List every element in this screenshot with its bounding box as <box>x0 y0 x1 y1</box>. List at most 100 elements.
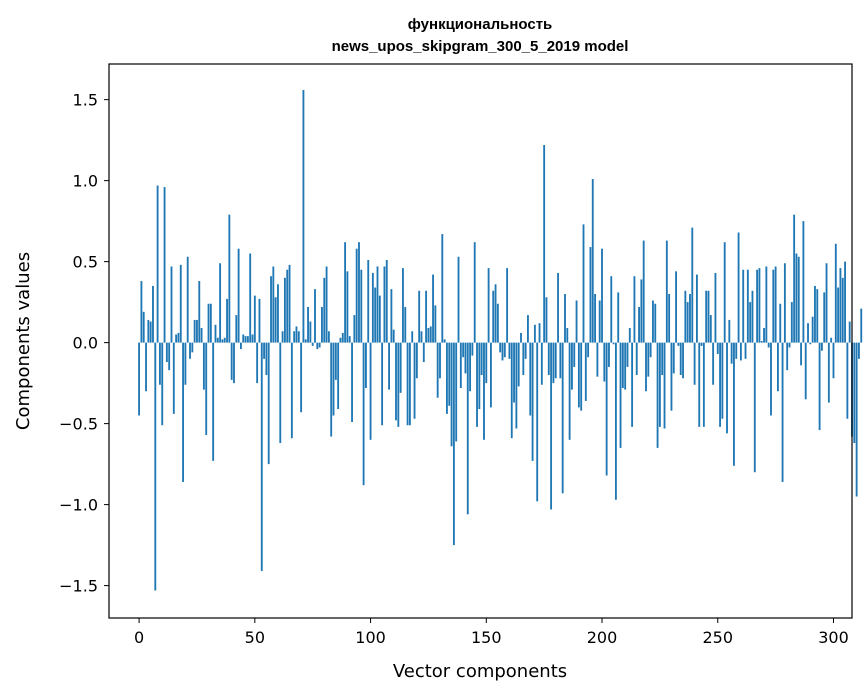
bar <box>691 227 694 343</box>
bar <box>832 342 835 379</box>
bar <box>818 342 821 431</box>
bar <box>628 328 631 343</box>
bar <box>640 279 643 343</box>
bar <box>371 272 374 343</box>
bar <box>820 342 823 351</box>
bar <box>853 342 856 444</box>
bar <box>589 247 592 343</box>
bar <box>633 276 636 343</box>
bar <box>739 342 742 361</box>
bar <box>737 232 740 343</box>
y-tick-label: −1.5 <box>59 577 98 596</box>
bar <box>508 342 511 359</box>
bar <box>221 339 224 343</box>
bar <box>311 342 314 346</box>
bar <box>858 342 860 359</box>
bar <box>381 342 384 426</box>
bar <box>297 331 300 343</box>
bar <box>682 342 684 379</box>
bar <box>594 294 596 343</box>
bar <box>591 179 594 343</box>
bar <box>325 266 328 343</box>
bar <box>145 342 147 392</box>
bar <box>446 342 448 414</box>
bar <box>695 274 698 343</box>
bar <box>323 277 326 343</box>
bar <box>510 342 513 439</box>
bar <box>661 342 664 376</box>
bar <box>459 342 462 388</box>
bar <box>538 323 541 343</box>
bar <box>837 287 840 343</box>
bar <box>848 321 851 343</box>
bar <box>652 300 654 343</box>
bar <box>281 331 284 343</box>
bar <box>152 285 154 343</box>
bar <box>207 303 210 343</box>
bar <box>214 324 217 343</box>
bar <box>839 268 842 343</box>
y-axis-label: Components values <box>13 252 34 430</box>
bar <box>429 326 432 343</box>
bar <box>559 342 562 379</box>
bar <box>529 342 532 416</box>
bar <box>670 342 673 411</box>
bar <box>413 342 416 419</box>
bar <box>156 185 159 343</box>
bar <box>545 297 548 343</box>
bar <box>774 266 777 343</box>
bar <box>397 342 400 427</box>
bar <box>439 342 441 379</box>
bar <box>668 294 671 343</box>
bar <box>751 290 754 343</box>
bar <box>399 342 402 393</box>
bar <box>645 342 647 392</box>
bar <box>601 248 603 343</box>
bar <box>770 342 772 416</box>
bar <box>855 342 858 497</box>
bar <box>663 342 666 429</box>
bar <box>540 342 543 385</box>
y-tick-label: 1.5 <box>73 91 98 110</box>
bar <box>786 342 789 371</box>
bar <box>712 342 715 385</box>
bar <box>489 342 492 408</box>
bar <box>230 342 233 380</box>
bar <box>494 284 497 343</box>
bar <box>656 342 659 448</box>
bar <box>714 272 717 343</box>
bar <box>765 266 768 343</box>
bar <box>665 240 668 343</box>
bar <box>159 342 161 385</box>
bar <box>196 319 198 343</box>
bar <box>385 260 388 343</box>
bar <box>237 248 240 343</box>
bar <box>177 332 180 343</box>
bar <box>450 342 453 447</box>
bar <box>807 323 809 343</box>
bar <box>580 342 583 411</box>
bar <box>455 342 458 442</box>
bar <box>452 342 455 546</box>
bar <box>568 342 571 440</box>
bar <box>193 319 196 343</box>
x-tick-label: 200 <box>587 628 618 647</box>
bar <box>487 268 490 343</box>
bar <box>339 337 342 343</box>
bar <box>823 292 826 343</box>
bar <box>441 234 444 343</box>
bar <box>587 342 590 358</box>
bar <box>735 342 738 359</box>
bar <box>425 290 428 343</box>
bar <box>283 277 286 343</box>
bar <box>365 342 367 388</box>
bar <box>367 260 370 343</box>
bar <box>554 342 557 379</box>
bar <box>802 221 805 343</box>
bar <box>422 342 425 363</box>
bar <box>147 319 150 343</box>
y-tick-label: −1.0 <box>59 496 98 515</box>
bar <box>577 342 580 408</box>
bar <box>138 342 141 416</box>
bar <box>330 342 333 437</box>
